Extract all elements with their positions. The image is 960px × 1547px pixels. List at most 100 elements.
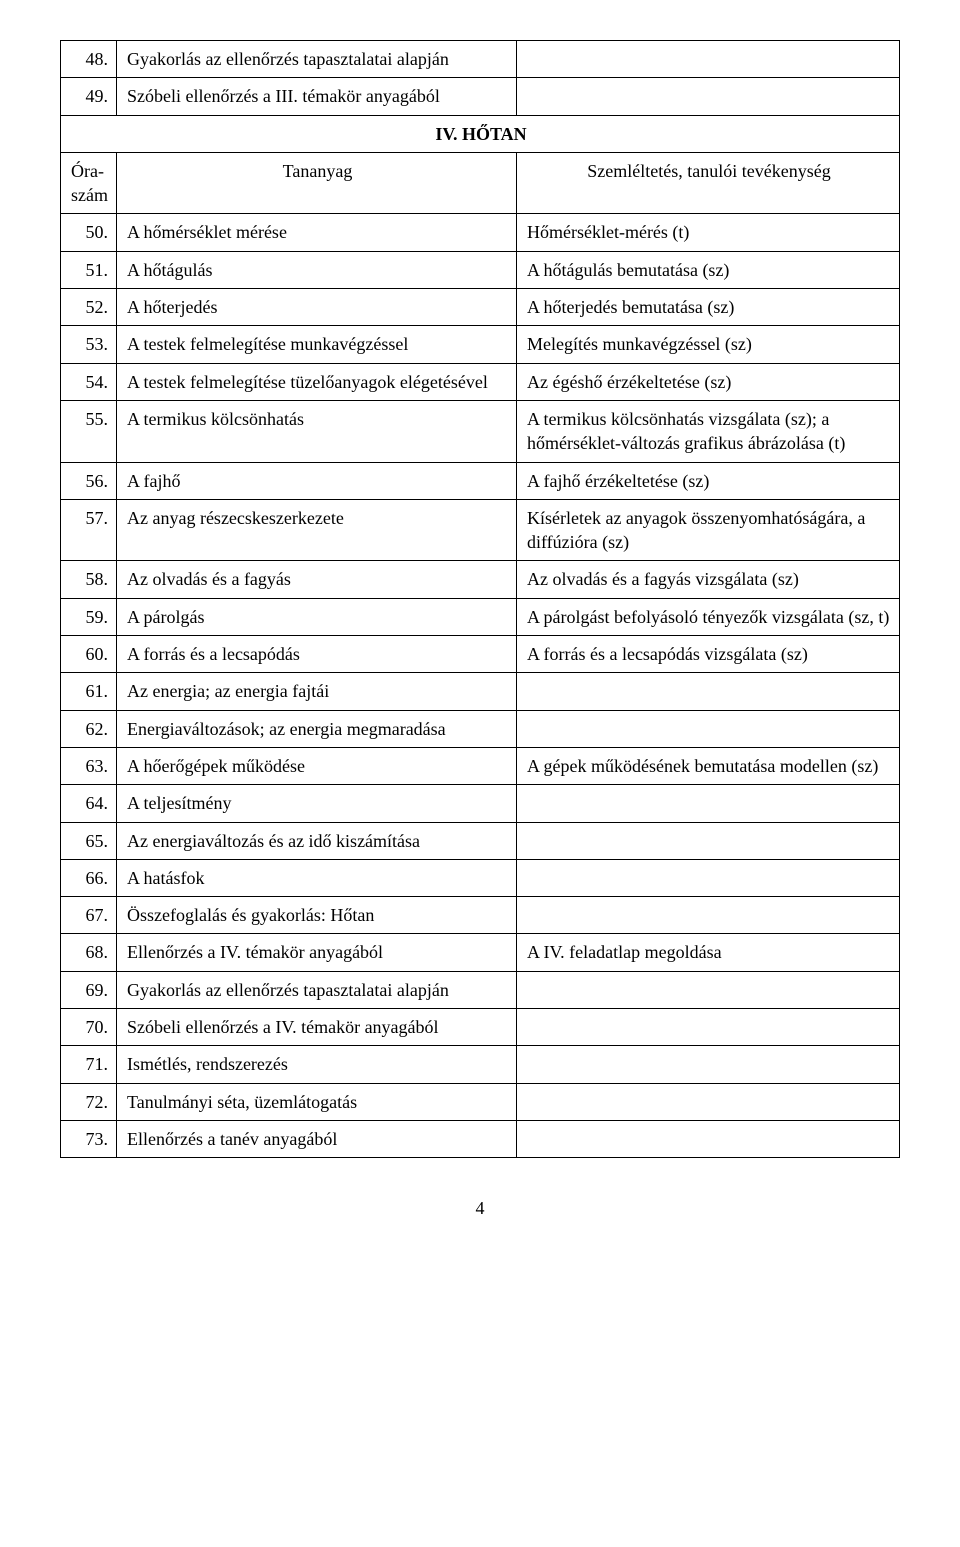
row-number: 66. [61, 859, 117, 896]
row-topic: Az olvadás és a fagyás [116, 561, 516, 598]
row-number: 61. [61, 673, 117, 710]
table-row: 53.A testek felmelegítése munkavégzéssel… [61, 326, 900, 363]
row-number: 67. [61, 897, 117, 934]
row-topic: A fajhő [116, 462, 516, 499]
row-activity [516, 822, 899, 859]
section-title: IV. HŐTAN [61, 115, 900, 152]
row-activity: Az olvadás és a fagyás vizsgálata (sz) [516, 561, 899, 598]
row-topic: Ellenőrzés a tanév anyagából [116, 1120, 516, 1157]
table-row: 58.Az olvadás és a fagyásAz olvadás és a… [61, 561, 900, 598]
curriculum-table: 48.Gyakorlás az ellenőrzés tapasztalatai… [60, 40, 900, 1158]
row-topic: Gyakorlás az ellenőrzés tapasztalatai al… [116, 41, 516, 78]
row-topic: Tanulmányi séta, üzemlátogatás [116, 1083, 516, 1120]
header-col-num: Óra- szám [61, 152, 117, 214]
table-row: 65.Az energiaváltozás és az idő kiszámít… [61, 822, 900, 859]
row-activity [516, 673, 899, 710]
table-row: 66.A hatásfok [61, 859, 900, 896]
row-topic: Szóbeli ellenőrzés a IV. témakör anyagáb… [116, 1009, 516, 1046]
row-topic: A párolgás [116, 598, 516, 635]
row-number: 63. [61, 747, 117, 784]
table-row: 57.Az anyag részecskeszerkezeteKísérlete… [61, 499, 900, 561]
row-number: 59. [61, 598, 117, 635]
row-activity [516, 1009, 899, 1046]
page-container: 48.Gyakorlás az ellenőrzés tapasztalatai… [0, 0, 960, 1259]
table-row: 51.A hőtágulásA hőtágulás bemutatása (sz… [61, 251, 900, 288]
table-row: 64.A teljesítmény [61, 785, 900, 822]
row-activity [516, 78, 899, 115]
row-topic: Az anyag részecskeszerkezete [116, 499, 516, 561]
table-row: 63.A hőerőgépek működéseA gépek működésé… [61, 747, 900, 784]
page-number: 4 [60, 1198, 900, 1219]
row-number: 50. [61, 214, 117, 251]
row-topic: A termikus kölcsönhatás [116, 400, 516, 462]
table-row: Óra- számTananyagSzemléltetés, tanulói t… [61, 152, 900, 214]
row-activity: A IV. feladatlap megoldása [516, 934, 899, 971]
table-row: 48.Gyakorlás az ellenőrzés tapasztalatai… [61, 41, 900, 78]
row-activity: Az égéshő érzékeltetése (sz) [516, 363, 899, 400]
row-topic: Gyakorlás az ellenőrzés tapasztalatai al… [116, 971, 516, 1008]
row-number: 60. [61, 636, 117, 673]
row-number: 72. [61, 1083, 117, 1120]
row-activity: Hőmérséklet-mérés (t) [516, 214, 899, 251]
row-topic: A hőerőgépek működése [116, 747, 516, 784]
row-topic: A forrás és a lecsapódás [116, 636, 516, 673]
table-row: 73.Ellenőrzés a tanév anyagából [61, 1120, 900, 1157]
row-topic: A hőtágulás [116, 251, 516, 288]
row-number: 70. [61, 1009, 117, 1046]
row-number: 51. [61, 251, 117, 288]
row-topic: Szóbeli ellenőrzés a III. témakör anyagá… [116, 78, 516, 115]
row-activity: A forrás és a lecsapódás vizsgálata (sz) [516, 636, 899, 673]
table-row: 55.A termikus kölcsönhatásA termikus köl… [61, 400, 900, 462]
row-number: 65. [61, 822, 117, 859]
row-activity: A hőtágulás bemutatása (sz) [516, 251, 899, 288]
row-activity [516, 710, 899, 747]
row-number: 57. [61, 499, 117, 561]
table-row: 68.Ellenőrzés a IV. témakör anyagábólA I… [61, 934, 900, 971]
row-activity [516, 41, 899, 78]
row-topic: A hőterjedés [116, 289, 516, 326]
table-row: 50.A hőmérséklet méréseHőmérséklet-mérés… [61, 214, 900, 251]
row-activity: A termikus kölcsönhatás vizsgálata (sz);… [516, 400, 899, 462]
row-activity [516, 971, 899, 1008]
header-col-content: Tananyag [116, 152, 516, 214]
table-row: 52.A hőterjedésA hőterjedés bemutatása (… [61, 289, 900, 326]
row-activity [516, 1120, 899, 1157]
row-topic: Összefoglalás és gyakorlás: Hőtan [116, 897, 516, 934]
row-topic: Az energiaváltozás és az idő kiszámítása [116, 822, 516, 859]
row-topic: Ellenőrzés a IV. témakör anyagából [116, 934, 516, 971]
row-topic: A testek felmelegítése tüzelőanyagok elé… [116, 363, 516, 400]
row-number: 73. [61, 1120, 117, 1157]
row-topic: A hatásfok [116, 859, 516, 896]
table-row: IV. HŐTAN [61, 115, 900, 152]
table-row: 49.Szóbeli ellenőrzés a III. témakör any… [61, 78, 900, 115]
row-number: 56. [61, 462, 117, 499]
table-row: 54.A testek felmelegítése tüzelőanyagok … [61, 363, 900, 400]
table-row: 72.Tanulmányi séta, üzemlátogatás [61, 1083, 900, 1120]
row-number: 64. [61, 785, 117, 822]
table-row: 67.Összefoglalás és gyakorlás: Hőtan [61, 897, 900, 934]
row-activity [516, 897, 899, 934]
table-row: 56.A fajhőA fajhő érzékeltetése (sz) [61, 462, 900, 499]
row-topic: Az energia; az energia fajtái [116, 673, 516, 710]
row-activity: Melegítés munkavégzéssel (sz) [516, 326, 899, 363]
row-number: 52. [61, 289, 117, 326]
row-number: 49. [61, 78, 117, 115]
row-topic: A hőmérséklet mérése [116, 214, 516, 251]
table-row: 60.A forrás és a lecsapódásA forrás és a… [61, 636, 900, 673]
row-number: 71. [61, 1046, 117, 1083]
table-row: 59.A párolgásA párolgást befolyásoló tén… [61, 598, 900, 635]
row-activity: A gépek működésének bemutatása modellen … [516, 747, 899, 784]
table-row: 61.Az energia; az energia fajtái [61, 673, 900, 710]
row-number: 54. [61, 363, 117, 400]
header-col-right: Szemléltetés, tanulói tevékenység [516, 152, 899, 214]
row-number: 69. [61, 971, 117, 1008]
row-topic: Ismétlés, rendszerezés [116, 1046, 516, 1083]
row-activity: A fajhő érzékeltetése (sz) [516, 462, 899, 499]
row-topic: Energiaváltozások; az energia megmaradás… [116, 710, 516, 747]
row-number: 53. [61, 326, 117, 363]
row-number: 48. [61, 41, 117, 78]
row-activity [516, 1083, 899, 1120]
row-activity: A párolgást befolyásoló tényezők vizsgál… [516, 598, 899, 635]
row-number: 68. [61, 934, 117, 971]
row-number: 62. [61, 710, 117, 747]
